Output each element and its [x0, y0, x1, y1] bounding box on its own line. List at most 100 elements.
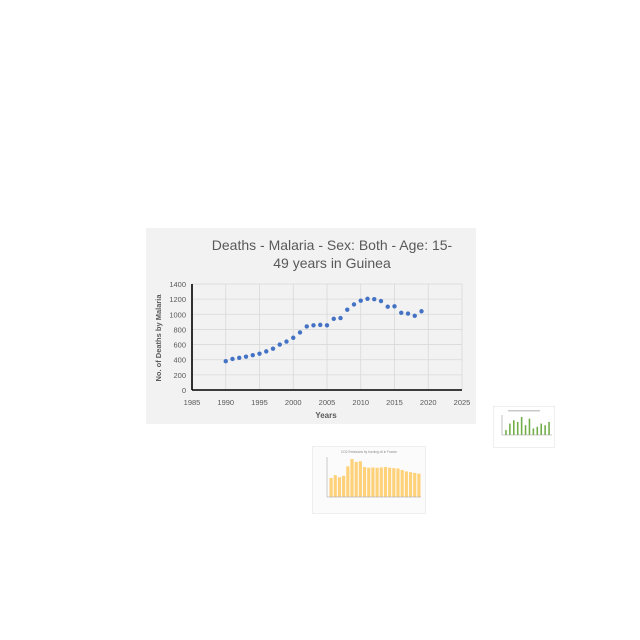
green-bar: [544, 425, 546, 435]
orange-bar: [408, 472, 413, 497]
data-point: [277, 342, 282, 347]
x-tick-label: 1985: [184, 398, 201, 407]
data-point: [392, 304, 397, 309]
y-tick-label: 800: [173, 325, 186, 334]
data-point: [358, 298, 363, 303]
orange-bar: [342, 475, 346, 497]
orange-bar: [400, 469, 404, 497]
green-bars: [505, 417, 550, 435]
y-axis-label: No. of Deaths by Malaria: [154, 294, 163, 382]
data-point: [338, 315, 343, 321]
y-tick-label: 1200: [169, 295, 186, 304]
green-bar: [505, 430, 507, 435]
green-bar: [528, 418, 531, 435]
y-tick-label: 200: [173, 371, 186, 380]
orange-bar: [392, 468, 396, 497]
green-bar: [532, 428, 535, 435]
axes: [191, 284, 462, 391]
orange-bar-chart: CO2 Emissions by burning oil in France: [326, 450, 421, 498]
orange-bar: [417, 473, 421, 497]
orange-bar: [346, 466, 350, 497]
orange-bar: [413, 472, 417, 497]
orange-bar: [354, 461, 358, 497]
y-tick-label: 600: [173, 341, 186, 350]
green-bar: [520, 417, 523, 435]
y-tick-label: 400: [173, 356, 186, 365]
x-tick-label: 2015: [386, 398, 403, 407]
data-point: [264, 349, 269, 354]
green-chart-title-placeholder: [508, 410, 540, 412]
orange-bar: [367, 467, 371, 497]
data-point: [345, 307, 350, 312]
data-point: [351, 302, 357, 307]
data-point: [284, 339, 289, 344]
chart-title-line-1: Deaths - Malaria - Sex: Both - Age: 15-: [212, 237, 453, 253]
data-point: [399, 310, 404, 315]
data-point: [237, 355, 242, 361]
data-point: [311, 323, 316, 328]
orange-bar: [404, 471, 408, 497]
data-point: [318, 322, 323, 328]
x-axis-label: Years: [315, 411, 337, 420]
green-bar: [516, 421, 519, 435]
data-point: [405, 311, 411, 316]
main-chart: Deaths - Malaria - Sex: Both - Age: 15- …: [154, 237, 471, 420]
orange-bar: [388, 467, 392, 497]
green-bar: [513, 420, 515, 435]
data-point: [270, 346, 276, 351]
orange-bar: [362, 467, 367, 497]
data-point: [378, 298, 384, 304]
x-tick-labels: 1985 1990 1995 2000 2005 2010 2015 2020 2025: [184, 398, 471, 407]
data-point: [385, 304, 390, 309]
data-point: [372, 296, 377, 302]
orange-bar: [371, 467, 375, 497]
x-tick-label: 2000: [285, 398, 302, 407]
data-point: [223, 359, 228, 364]
x-tick-label: 2005: [319, 398, 336, 407]
green-bar: [540, 423, 542, 435]
x-tick-label: 2025: [454, 398, 471, 407]
green-bar: [548, 421, 550, 435]
main-chart-card: Deaths - Malaria - Sex: Both - Age: 15- …: [146, 228, 476, 424]
y-tick-label: 0: [182, 386, 186, 395]
thumbnail-green-bar-chart[interactable]: [493, 406, 555, 448]
green-bar: [509, 423, 511, 435]
data-point: [230, 356, 235, 362]
data-point: [324, 323, 330, 328]
data-point: [257, 351, 262, 356]
x-tick-label: 2020: [420, 398, 437, 407]
orange-bar: [383, 467, 388, 497]
data-point: [291, 335, 296, 340]
data-point: [250, 352, 255, 358]
green-bar: [524, 425, 527, 435]
orange-bar: [358, 461, 362, 497]
orange-bar: [333, 475, 337, 497]
data-point: [331, 316, 336, 322]
orange-bars: [329, 459, 421, 497]
gridlines: [191, 283, 463, 390]
chart-title-line-2: 49 years in Guinea: [273, 255, 391, 271]
data-point: [243, 354, 249, 359]
orange-bar: [337, 477, 342, 497]
orange-chart-title: CO2 Emissions by burning oil in France: [341, 450, 397, 454]
data-point: [412, 313, 417, 318]
green-bar: [536, 426, 539, 435]
data-point: [419, 309, 424, 314]
y-tick-labels: 0 200 400 600 800 1000 1200 1400: [169, 280, 186, 395]
y-tick-label: 1000: [169, 310, 186, 319]
x-tick-label: 1990: [217, 398, 234, 407]
orange-bar: [396, 468, 400, 497]
data-point: [304, 324, 309, 329]
y-tick-label: 1400: [169, 280, 186, 289]
data-points: [223, 296, 424, 364]
data-point: [297, 330, 303, 335]
orange-bar: [329, 478, 333, 497]
x-tick-label: 2010: [352, 398, 369, 407]
orange-bar: [350, 459, 354, 497]
green-bar-chart: [501, 410, 552, 436]
thumbnail-orange-bar-chart[interactable]: CO2 Emissions by burning oil in France: [312, 446, 426, 514]
x-tick-label: 1995: [251, 398, 268, 407]
orange-bar: [375, 467, 379, 497]
data-point: [365, 296, 370, 301]
orange-bar: [379, 467, 383, 497]
